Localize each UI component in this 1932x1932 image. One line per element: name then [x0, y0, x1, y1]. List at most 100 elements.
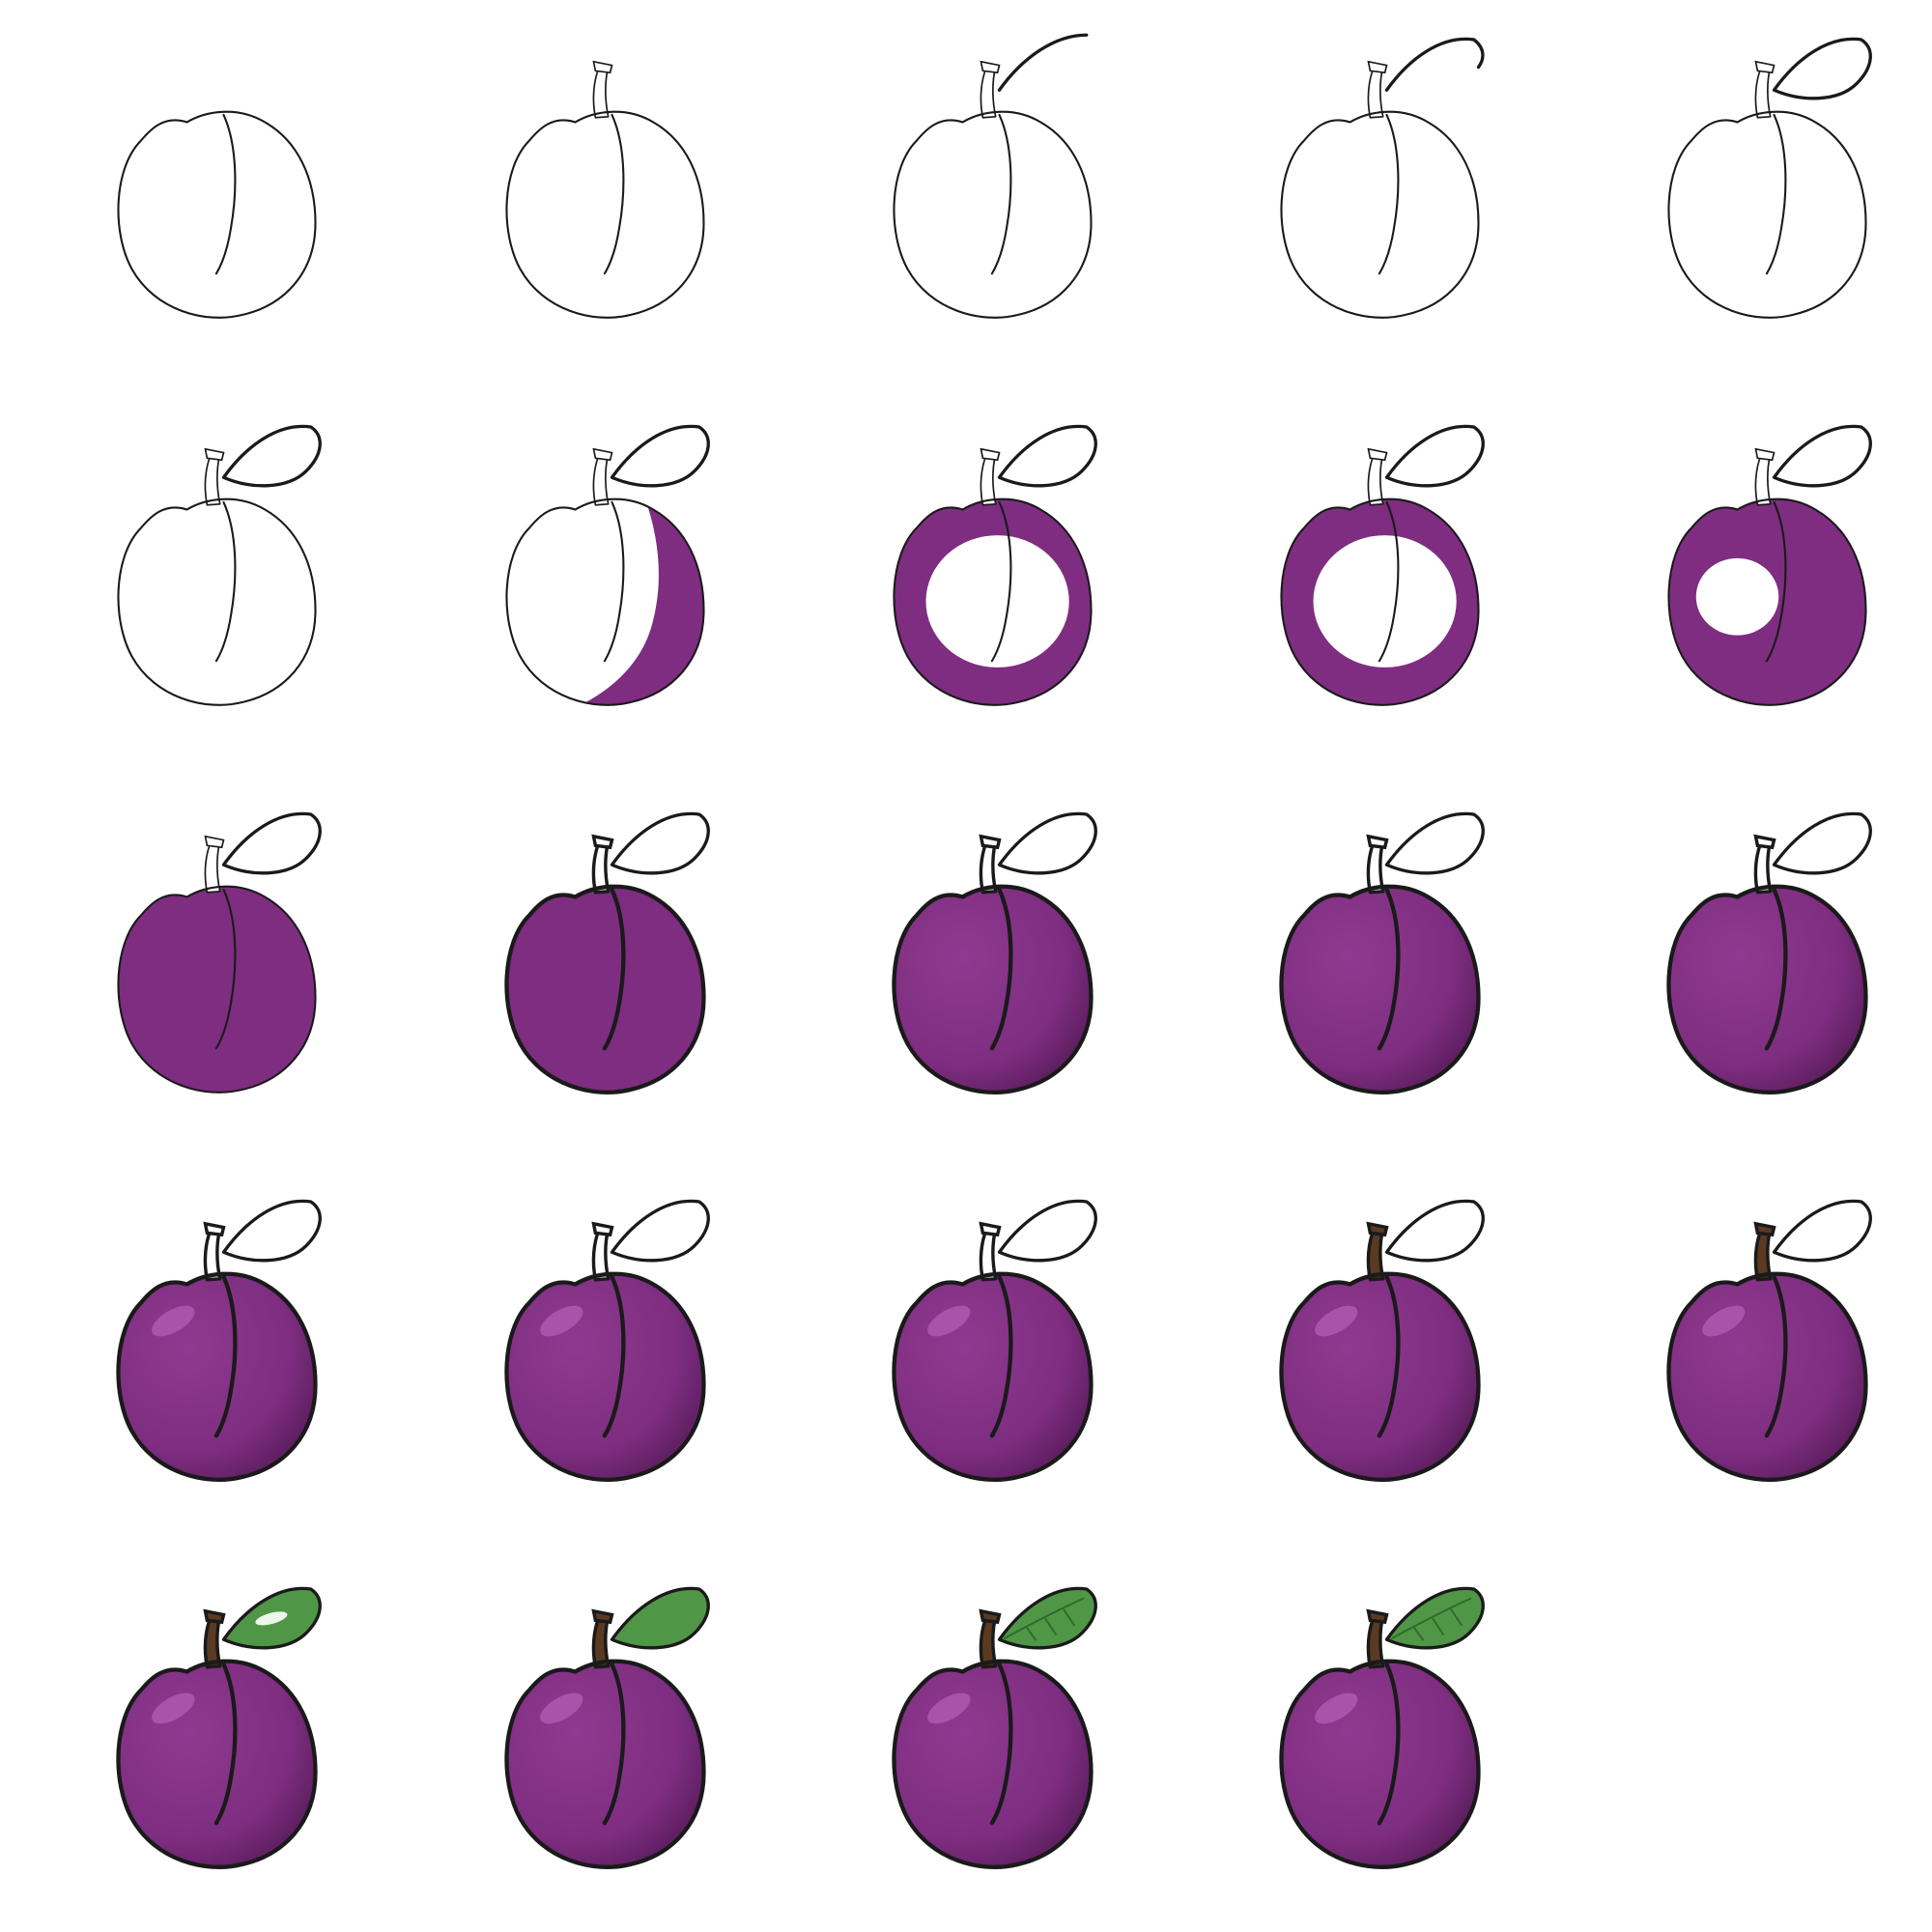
plum-stem [591, 1614, 611, 1669]
plum-body-fill [1668, 498, 1866, 705]
plum-crease [990, 500, 1012, 663]
plum-step-8 [893, 424, 1097, 706]
plum-crease [990, 113, 1012, 275]
plum-body-fill [506, 1661, 704, 1867]
plum-body-fill [1668, 1273, 1866, 1480]
plum-stem [592, 453, 610, 506]
plum-stem [1753, 839, 1773, 895]
plum-step-6 [117, 424, 322, 706]
plum-crease [1765, 500, 1787, 663]
plum-stem [1366, 839, 1385, 895]
plum-crease [1378, 113, 1400, 275]
plum-stem-cap [203, 1608, 226, 1625]
plum-highlight [927, 1305, 971, 1337]
plum-body-outline [1666, 1271, 1868, 1482]
plum-stem-cap [204, 835, 225, 849]
plum-stem [980, 66, 997, 119]
plum-stem-cap [980, 447, 1001, 462]
plum-step-13 [892, 811, 1097, 1094]
plum-crease [1764, 1274, 1788, 1438]
plum-body-fill [118, 1273, 316, 1480]
plum-stem-cap [1753, 834, 1776, 850]
plum-stem-cap [980, 60, 1001, 74]
plum-stem-cap [1367, 447, 1388, 462]
plum-body-fill [118, 1661, 316, 1867]
plum-crease [1377, 887, 1401, 1051]
plum-crease [1378, 500, 1400, 663]
plum-leaf [1384, 424, 1485, 488]
plum-step-16 [116, 1199, 322, 1482]
plum-stem-cap [979, 1221, 1002, 1237]
plum-body-outline [116, 1659, 318, 1869]
plum-leaf [610, 811, 710, 875]
plum-stem-cap [204, 447, 225, 462]
plum-step-4 [1280, 37, 1485, 319]
plum-stem-cap [1754, 60, 1776, 74]
plum-step-5 [1667, 37, 1872, 319]
plum-step-1 [117, 110, 317, 319]
plum-stem-cap [979, 834, 1002, 850]
plum-step-2 [505, 60, 705, 319]
plum-stem [592, 66, 610, 119]
plum-stem [1367, 453, 1384, 506]
plum-stem-cap [591, 834, 614, 850]
plum-highlight [1315, 1305, 1358, 1337]
plum-highlight [152, 1692, 195, 1724]
plum-step-23 [892, 1586, 1097, 1869]
plum-stem-cap [979, 1608, 1002, 1625]
plum-step-22 [504, 1586, 710, 1869]
plum-stem-cap [1366, 1221, 1389, 1237]
plum-leaf [1772, 424, 1872, 488]
plum-body-outline [1667, 497, 1867, 706]
plum-step-20 [1666, 1199, 1872, 1482]
plum-leaf [221, 424, 322, 488]
plum-leaf [997, 33, 1089, 92]
plum-step-24 [1279, 1586, 1485, 1869]
plum-step-18 [892, 1199, 1097, 1482]
plum-body-fill [506, 498, 704, 705]
plum-leaf [997, 1199, 1097, 1263]
plum-leaf [1384, 37, 1485, 92]
plum-highlight [540, 1692, 583, 1724]
plum-stem-cap [1366, 1608, 1389, 1625]
plum-step-7 [505, 424, 710, 706]
steps-grid [116, 33, 1872, 1869]
plum-stem [1367, 66, 1384, 119]
plum-leaf [610, 1586, 710, 1650]
plum-stem-cap [591, 1608, 614, 1625]
plum-stem-cap [1753, 1221, 1776, 1237]
plum-stem-cap [1366, 834, 1389, 850]
plum-crease [989, 1274, 1013, 1438]
plum-stem [204, 840, 221, 894]
plum-highlight [1702, 1305, 1746, 1337]
plum-leaf [221, 811, 322, 875]
plum-step-15 [1666, 811, 1872, 1094]
plum-stem-cap [592, 447, 613, 462]
plum-leaf [1772, 1199, 1872, 1263]
plum-body-outline [505, 497, 705, 706]
plum-crease [1765, 113, 1787, 275]
plum-body-outline [117, 497, 317, 706]
plum-stem [1754, 66, 1772, 119]
plum-leaf [1384, 1199, 1485, 1263]
plum-highlight [1315, 1692, 1358, 1724]
plum-body-outline [1280, 497, 1480, 706]
plum-leaf [997, 424, 1097, 488]
plum-leaf-veins [1003, 1597, 1085, 1641]
plum-highlight [540, 1305, 583, 1337]
plum-stem [979, 1614, 998, 1669]
plum-body-outline [1666, 884, 1868, 1094]
plum-stem-cap [203, 1221, 226, 1237]
plum-crease [603, 113, 625, 275]
plum-stem [204, 453, 221, 506]
plum-body-outline [1280, 110, 1480, 319]
plum-stem [1754, 453, 1772, 506]
plum-step-19 [1279, 1199, 1485, 1482]
plum-step-12 [504, 811, 710, 1094]
plum-body-outline [892, 1659, 1094, 1869]
plum-leaf [997, 1586, 1097, 1650]
plum-step-3 [893, 33, 1093, 319]
plum-step-9 [1280, 424, 1485, 706]
plum-crease [603, 500, 625, 663]
plum-stem [591, 839, 611, 895]
